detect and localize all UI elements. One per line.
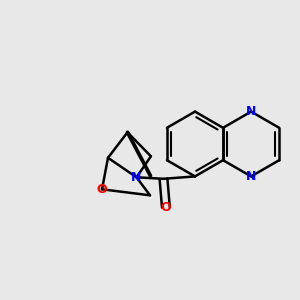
Text: N: N bbox=[131, 171, 142, 184]
Text: O: O bbox=[160, 201, 171, 214]
Text: N: N bbox=[246, 170, 256, 183]
Text: O: O bbox=[97, 183, 107, 196]
Text: N: N bbox=[246, 105, 256, 118]
